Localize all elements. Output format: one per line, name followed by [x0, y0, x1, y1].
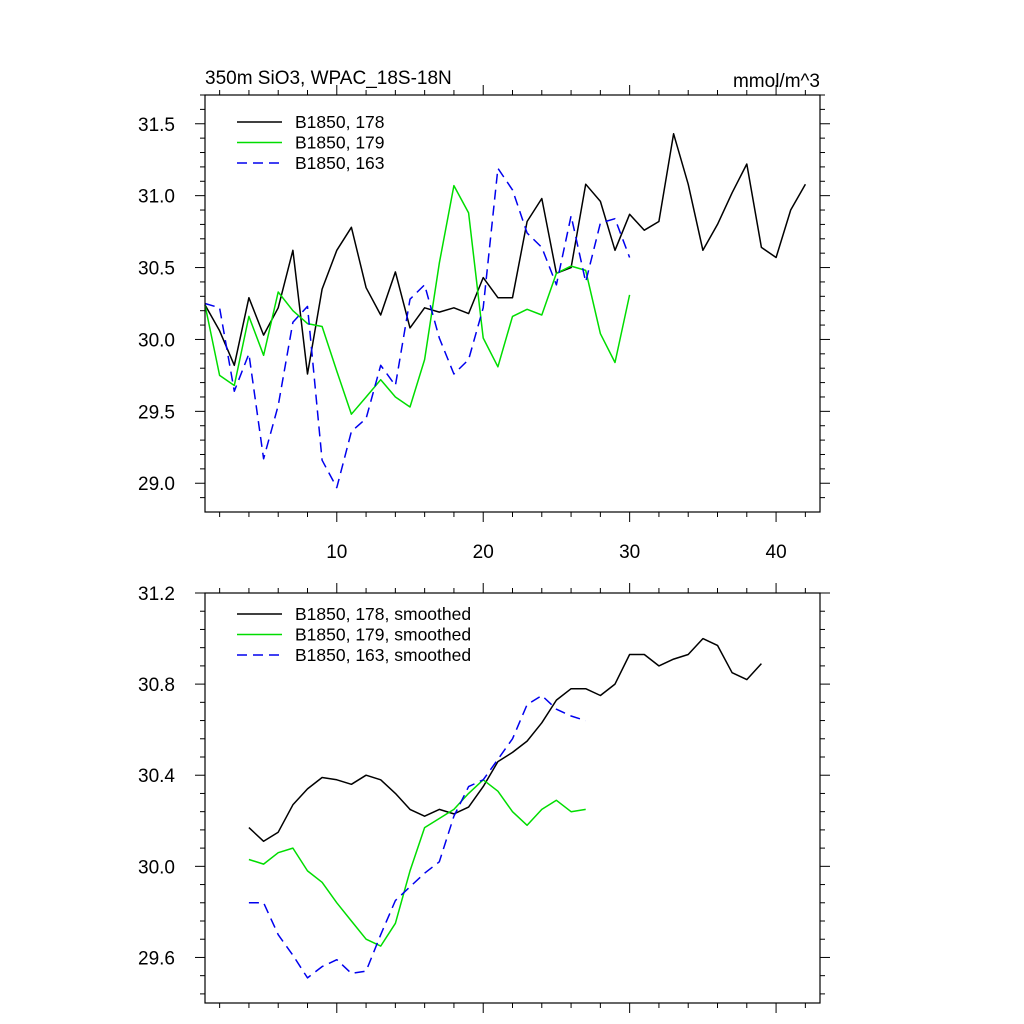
axis-ticks [195, 583, 830, 1013]
x-tick-label: 20 [473, 542, 494, 563]
legend-label: B1850, 179, smoothed [295, 625, 471, 645]
y-tick-label: 30.0 [138, 330, 175, 351]
tick-labels: 29.0 29.5 30.0 30.5 31.0 31.5 10 20 30 40 [138, 115, 787, 563]
legend-label: B1850, 163, smoothed [295, 645, 471, 665]
series-line-b1850-179-smoothed [248, 779, 586, 947]
series-line-b1850-163-smoothed [248, 694, 586, 979]
y-tick-label: 29.6 [138, 948, 175, 969]
plot-frame [204, 94, 821, 513]
y-tick-label: 30.4 [138, 766, 175, 787]
legend-label: B1850, 178 [295, 112, 385, 132]
axis-ticks [195, 85, 830, 522]
plot-frame [204, 592, 821, 1004]
units-label: mmol/m^3 [733, 71, 820, 92]
series-line-b1850-178 [204, 133, 807, 375]
y-tick-label: 29.5 [138, 402, 175, 423]
x-tick-label: 40 [766, 542, 787, 563]
y-tick-label: 31.5 [138, 115, 175, 136]
bottom-panel: 29.6 30.0 30.4 30.8 31.2 B1850, 178, smoothe… [138, 583, 830, 1013]
y-tick-label: 30.5 [138, 259, 175, 280]
legend-label: B1850, 163 [295, 153, 385, 173]
series-lines [248, 637, 762, 979]
y-tick-label: 29.0 [138, 474, 175, 495]
chart-title: 350m SiO3, WPAC_18S-18N [205, 68, 452, 89]
series-line-b1850-163 [204, 167, 631, 489]
x-tick-label: 30 [619, 542, 640, 563]
series-lines [204, 133, 807, 489]
series-line-b1850-179 [204, 184, 631, 415]
tick-labels: 29.6 30.0 30.4 30.8 31.2 [138, 584, 175, 969]
y-tick-label: 30.0 [138, 857, 175, 878]
series-line-b1850-178-smoothed [248, 637, 762, 843]
legend-label: B1850, 178, smoothed [295, 604, 471, 624]
y-tick-label: 31.2 [138, 584, 175, 605]
x-tick-label: 10 [326, 542, 347, 563]
y-tick-label: 30.8 [138, 675, 175, 696]
y-tick-label: 31.0 [138, 187, 175, 208]
top-panel: 350m SiO3, WPAC_18S-18N mmol/m^3 29.029.… [138, 68, 830, 563]
legend-label: B1850, 179 [295, 133, 385, 153]
